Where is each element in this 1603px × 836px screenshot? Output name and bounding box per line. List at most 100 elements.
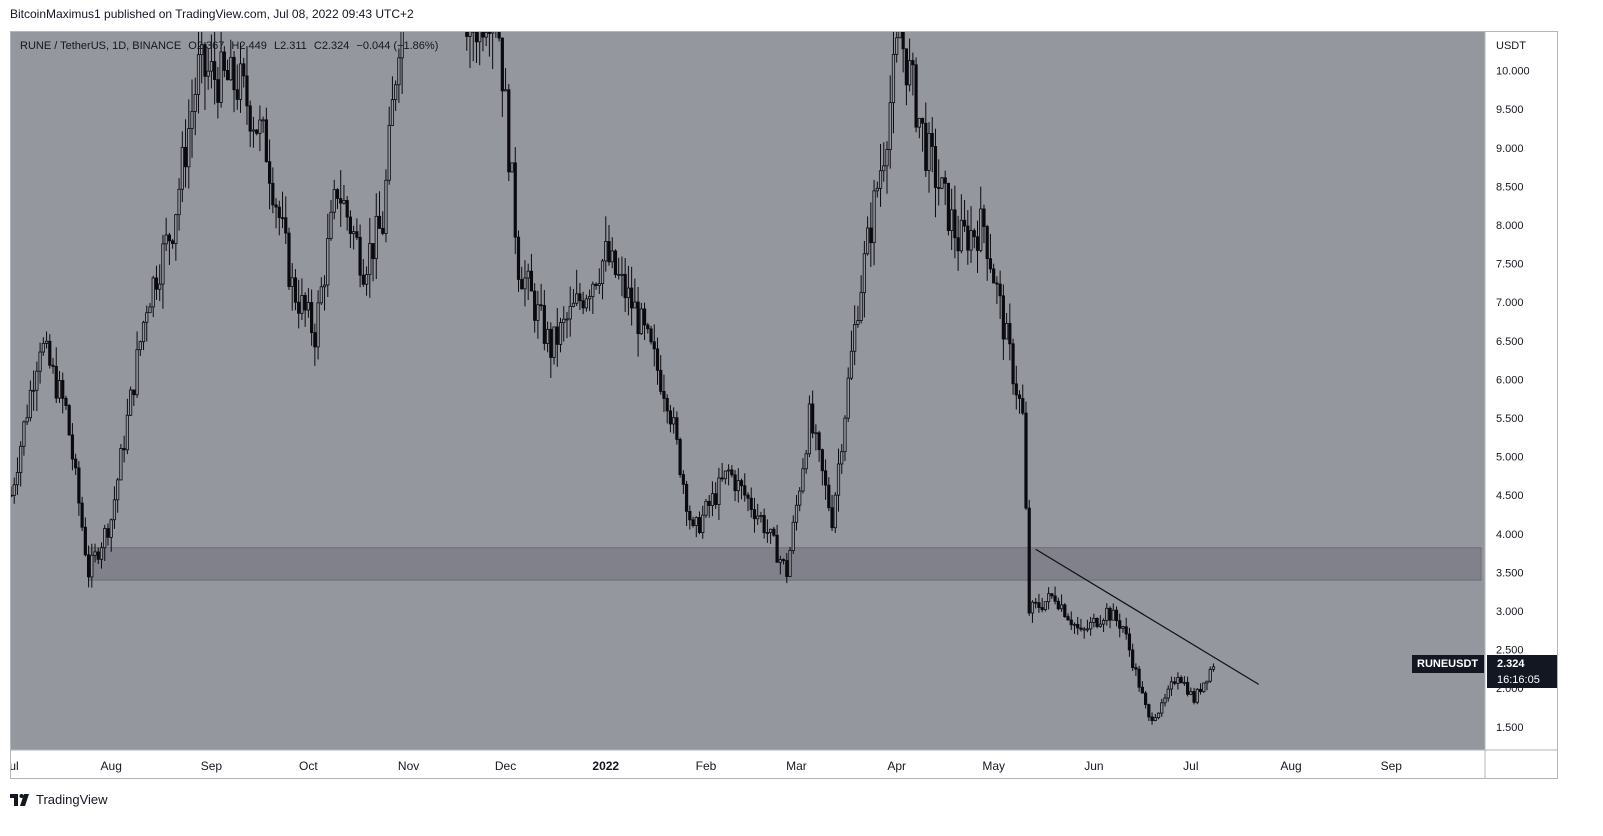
candle-body	[620, 273, 624, 276]
candle-body	[497, 32, 501, 39]
candle-body	[995, 282, 999, 285]
candle-body	[710, 493, 715, 506]
candle-body	[161, 243, 165, 285]
candle-body	[478, 32, 482, 43]
candle-body	[74, 458, 78, 469]
candle-body	[384, 179, 388, 234]
candle-body	[287, 232, 291, 287]
candle-body	[720, 477, 724, 480]
candle-body	[1182, 681, 1186, 684]
candle-body	[1166, 688, 1170, 699]
candle-body	[132, 389, 136, 396]
candle-body	[849, 350, 854, 379]
candle-body	[381, 227, 385, 234]
time-tick-label: Feb	[696, 759, 717, 773]
candle-body	[555, 326, 559, 345]
candle-body	[979, 208, 983, 251]
candle-body	[743, 485, 747, 496]
price-tick-label: 10.000	[1496, 66, 1530, 78]
candle-body	[529, 270, 534, 292]
candle-body	[701, 514, 705, 533]
candle-body	[1156, 712, 1161, 719]
candle-body	[927, 133, 931, 171]
open-label: O	[188, 40, 197, 52]
time-tick-label: Aug	[1280, 759, 1301, 773]
candle-body	[904, 48, 908, 86]
candle-body	[794, 504, 799, 523]
candle-body	[358, 236, 362, 276]
candlestick-chart[interactable]: USDT 10.000 9.500 9.000 8.500 8.000 7.500 7.000…	[11, 32, 1557, 778]
price-axis-currency: USDT	[1496, 40, 1526, 52]
candle-body	[203, 44, 207, 77]
candle-body	[468, 32, 472, 37]
candle-body	[116, 479, 120, 501]
chart-frame[interactable]: USDT 10.000 9.500 9.000 8.500 8.000 7.500 7.000…	[10, 31, 1558, 779]
candle-body	[158, 283, 162, 290]
candle-body	[885, 149, 889, 167]
candle-body	[177, 188, 181, 216]
candle-body	[788, 550, 792, 577]
candle-body	[962, 219, 967, 227]
candle-body	[348, 216, 353, 234]
candle-body	[67, 405, 71, 436]
candle-body	[1085, 628, 1090, 631]
candle-body	[600, 260, 605, 284]
candle-body	[1063, 604, 1067, 618]
candle-body	[135, 349, 139, 396]
candle-body	[672, 417, 676, 425]
candle-body	[992, 268, 996, 284]
candle-body	[765, 532, 769, 534]
time-tick-label: Dec	[495, 759, 516, 773]
footer-branding[interactable]: TradingView	[10, 792, 108, 807]
candle-body	[769, 528, 773, 533]
candle-body	[911, 60, 915, 66]
candle-body	[807, 403, 812, 455]
low-label: L	[273, 40, 281, 52]
candle-body	[154, 277, 159, 290]
candle-body	[775, 534, 779, 563]
candle-body	[739, 480, 744, 487]
candle-body	[688, 510, 692, 521]
candle-body	[655, 348, 660, 371]
candle-body	[785, 560, 789, 577]
candle-body	[1195, 688, 1199, 703]
time-tick-label: Sep	[1381, 759, 1403, 773]
candle-body	[872, 190, 876, 244]
candle-body	[966, 225, 970, 251]
candle-body	[103, 528, 107, 549]
candle-body	[1150, 716, 1154, 722]
high-label: H	[231, 40, 240, 52]
candle-body	[752, 509, 757, 520]
candle-body	[368, 243, 372, 275]
candle-body	[707, 500, 711, 506]
candle-body	[772, 528, 776, 536]
candle-body	[584, 298, 588, 309]
candle-body	[694, 517, 698, 526]
candle-body	[933, 146, 938, 188]
candle-body	[1079, 627, 1083, 630]
candle-body	[70, 434, 75, 460]
price-tick-label: 5.000	[1496, 452, 1524, 464]
candle-body	[930, 133, 934, 147]
candle-body	[167, 234, 171, 242]
candle-body	[817, 432, 821, 451]
candle-body	[607, 241, 611, 263]
candle-body	[562, 318, 566, 324]
candle-body	[856, 320, 860, 325]
candle-body	[145, 312, 149, 323]
candle-body	[565, 318, 569, 321]
price-tick-label: 4.500	[1496, 490, 1524, 502]
candle-body	[762, 515, 766, 534]
candle-body	[1043, 601, 1047, 611]
candle-body	[1037, 602, 1041, 608]
candle-body	[749, 497, 753, 510]
candle-body	[1101, 619, 1106, 625]
candle-body	[878, 170, 883, 189]
price-tick-label: 8.000	[1496, 220, 1524, 232]
candle-body	[258, 119, 262, 134]
high-value: 2.449	[239, 40, 267, 52]
close-label: C	[313, 40, 322, 52]
candle-body	[129, 389, 133, 416]
candle-body	[523, 277, 527, 290]
price-tick-label: 6.000	[1496, 374, 1524, 386]
